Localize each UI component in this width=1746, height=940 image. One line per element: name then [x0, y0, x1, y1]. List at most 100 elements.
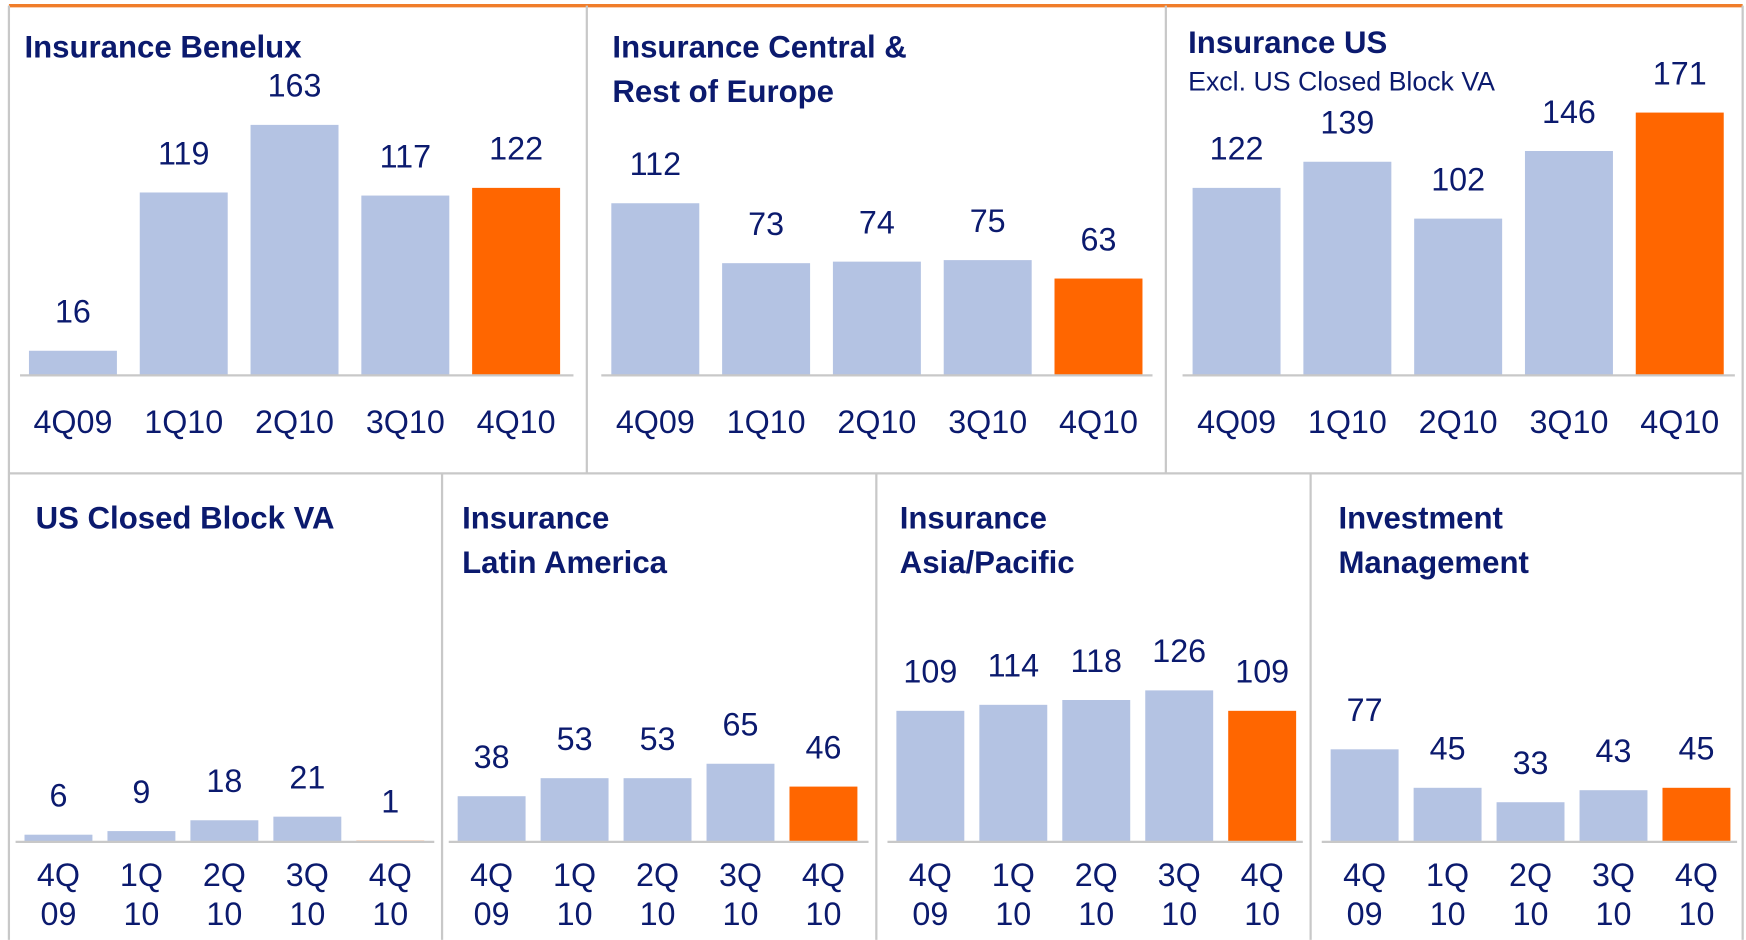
- value-label: 146: [1542, 94, 1596, 130]
- chart-title: Insurance: [462, 500, 609, 535]
- x-tick-label: 4Q10: [1640, 404, 1719, 440]
- x-tick-label: 4Q: [37, 857, 80, 893]
- bar: [789, 786, 858, 842]
- bar: [1496, 802, 1565, 842]
- bar: [706, 763, 775, 842]
- value-label: 77: [1347, 692, 1383, 728]
- bar: [1228, 710, 1297, 842]
- x-tick-label: 3Q10: [366, 404, 445, 440]
- x-tick-label: 10: [1513, 896, 1549, 932]
- x-tick-label: 10: [1161, 896, 1197, 932]
- bar: [107, 831, 176, 842]
- bar: [1062, 700, 1131, 842]
- bar: [273, 816, 342, 842]
- chart-title: US Closed Block VA: [36, 500, 335, 535]
- bar: [1524, 150, 1613, 376]
- value-label: 171: [1653, 55, 1707, 91]
- value-label: 46: [805, 729, 841, 765]
- bar: [979, 704, 1048, 842]
- chart-title: Management: [1338, 545, 1528, 580]
- x-tick-label: 10: [372, 896, 408, 932]
- x-tick-label: 4Q10: [477, 404, 556, 440]
- bar: [1054, 278, 1143, 376]
- x-tick-label: 10: [995, 896, 1031, 932]
- bar: [623, 778, 692, 842]
- bar: [832, 261, 921, 376]
- bar: [1303, 161, 1392, 376]
- value-label: 43: [1596, 733, 1632, 769]
- x-tick-label: 4Q09: [1197, 404, 1276, 440]
- value-label: 74: [859, 204, 895, 240]
- x-tick-label: 3Q10: [1529, 404, 1608, 440]
- x-tick-label: 4Q: [1343, 857, 1386, 893]
- chart-title: Latin America: [462, 545, 668, 580]
- x-tick-label: 4Q: [909, 857, 952, 893]
- chart-title: Asia/Pacific: [900, 545, 1075, 580]
- value-label: 118: [1071, 643, 1122, 679]
- x-tick-label: 09: [474, 896, 510, 932]
- x-tick-label: 1Q10: [727, 404, 806, 440]
- x-tick-label: 09: [912, 896, 948, 932]
- bar: [1330, 749, 1399, 842]
- chart-title: Insurance US: [1188, 25, 1387, 60]
- x-tick-label: 3Q10: [948, 404, 1027, 440]
- x-tick-label: 10: [1078, 896, 1114, 932]
- value-label: 65: [723, 707, 759, 743]
- bar: [361, 195, 450, 376]
- x-tick-label: 2Q10: [1419, 404, 1498, 440]
- x-tick-label: 1Q10: [144, 404, 223, 440]
- x-tick-label: 4Q09: [616, 404, 695, 440]
- chart-title: Insurance Central &: [612, 29, 906, 64]
- x-tick-label: 10: [289, 896, 325, 932]
- x-tick-label: 10: [206, 896, 242, 932]
- bar: [1662, 787, 1731, 842]
- bar: [1635, 112, 1724, 376]
- x-tick-label: 2Q: [1509, 857, 1552, 893]
- x-tick-label: 1Q: [992, 857, 1035, 893]
- x-tick-label: 1Q: [1426, 857, 1469, 893]
- value-label: 109: [1235, 654, 1289, 690]
- bar: [24, 834, 93, 842]
- value-label: 21: [289, 759, 325, 795]
- bar: [896, 710, 965, 842]
- x-tick-label: 2Q: [203, 857, 246, 893]
- chart-subtitle: Excl. US Closed Block VA: [1188, 67, 1495, 97]
- x-tick-label: 2Q: [636, 857, 679, 893]
- x-tick-label: 3Q: [1158, 857, 1201, 893]
- x-tick-label: 10: [640, 896, 676, 932]
- x-tick-label: 2Q: [1075, 857, 1118, 893]
- value-label: 102: [1431, 161, 1485, 197]
- chart-title: Insurance Benelux: [24, 29, 302, 64]
- value-label: 9: [132, 774, 150, 810]
- value-label: 1: [381, 783, 399, 819]
- x-tick-label: 4Q: [369, 857, 412, 893]
- value-label: 33: [1513, 745, 1549, 781]
- value-label: 53: [640, 721, 676, 757]
- x-tick-label: 4Q: [1241, 857, 1284, 893]
- value-label: 109: [903, 654, 957, 690]
- value-label: 119: [158, 135, 209, 171]
- bar: [457, 796, 526, 842]
- x-tick-label: 4Q: [802, 857, 845, 893]
- value-label: 38: [474, 739, 510, 775]
- bar: [250, 124, 339, 376]
- value-label: 63: [1081, 221, 1117, 257]
- bar: [28, 350, 117, 376]
- x-tick-label: 09: [1347, 896, 1383, 932]
- x-tick-label: 10: [557, 896, 593, 932]
- x-tick-label: 4Q09: [33, 404, 112, 440]
- value-label: 112: [630, 146, 681, 182]
- bar: [611, 203, 700, 376]
- x-tick-label: 10: [1596, 896, 1632, 932]
- value-label: 45: [1678, 731, 1714, 767]
- bar: [1579, 790, 1648, 842]
- value-label: 114: [988, 648, 1039, 684]
- chart-title: Rest of Europe: [612, 74, 834, 109]
- value-label: 139: [1320, 105, 1374, 141]
- x-tick-label: 4Q: [470, 857, 513, 893]
- value-label: 73: [748, 206, 784, 242]
- x-tick-label: 1Q: [553, 857, 596, 893]
- value-label: 122: [1210, 131, 1264, 167]
